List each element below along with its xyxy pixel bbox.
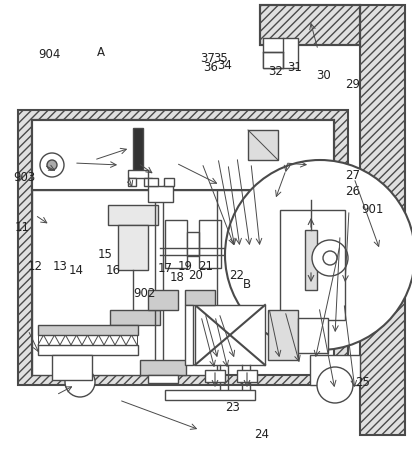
Bar: [187, 232, 199, 256]
Bar: [118, 225, 148, 270]
Bar: [263, 52, 283, 68]
Text: 32: 32: [269, 66, 283, 78]
Text: 13: 13: [52, 260, 67, 273]
Bar: [133, 128, 143, 173]
Bar: [199, 220, 221, 268]
Text: 20: 20: [188, 269, 203, 282]
Text: 36: 36: [203, 61, 218, 74]
Bar: [237, 370, 257, 382]
Text: 903: 903: [13, 171, 35, 184]
Circle shape: [225, 160, 412, 350]
Bar: [110, 310, 160, 325]
Text: 25: 25: [355, 376, 370, 389]
Bar: [52, 355, 92, 380]
Text: 24: 24: [254, 428, 269, 441]
Text: 12: 12: [28, 260, 42, 273]
Circle shape: [317, 367, 353, 403]
Bar: [205, 370, 225, 382]
Bar: [32, 120, 334, 190]
Text: 23: 23: [225, 401, 240, 414]
Text: 19: 19: [178, 260, 193, 273]
Bar: [165, 220, 187, 268]
Bar: [260, 5, 360, 45]
Text: A: A: [97, 46, 105, 59]
Text: 902: 902: [133, 287, 155, 300]
Bar: [38, 345, 138, 355]
Bar: [148, 186, 173, 202]
Text: 901: 901: [362, 203, 384, 216]
Text: 26: 26: [345, 185, 360, 197]
Bar: [185, 290, 215, 305]
Bar: [32, 120, 334, 375]
Bar: [148, 290, 178, 310]
Bar: [165, 220, 187, 268]
Bar: [148, 375, 178, 383]
Bar: [38, 325, 138, 335]
Text: 30: 30: [316, 69, 331, 81]
Circle shape: [262, 297, 278, 313]
Bar: [305, 230, 317, 290]
Text: 37: 37: [201, 52, 215, 65]
Text: 29: 29: [345, 78, 360, 91]
Text: 31: 31: [287, 61, 302, 74]
Text: 904: 904: [38, 48, 61, 61]
Text: 21: 21: [199, 260, 213, 273]
Bar: [165, 390, 255, 400]
Bar: [128, 170, 148, 178]
Bar: [360, 5, 405, 435]
Text: B: B: [243, 278, 251, 291]
Bar: [268, 310, 298, 360]
Bar: [144, 178, 152, 186]
Bar: [32, 120, 334, 190]
Text: 18: 18: [170, 271, 185, 284]
Bar: [32, 190, 217, 375]
Circle shape: [40, 153, 64, 177]
Text: 35: 35: [213, 52, 228, 65]
Text: 14: 14: [69, 264, 84, 277]
Bar: [310, 355, 360, 385]
Bar: [199, 220, 221, 268]
Bar: [280, 210, 345, 320]
Bar: [148, 178, 158, 186]
Bar: [128, 178, 136, 186]
Text: 17: 17: [157, 262, 172, 275]
Bar: [18, 110, 348, 385]
Circle shape: [323, 251, 337, 265]
Bar: [298, 318, 328, 353]
Circle shape: [47, 160, 57, 170]
Bar: [110, 325, 160, 340]
Text: 16: 16: [106, 264, 121, 277]
Bar: [185, 305, 193, 365]
Text: 27: 27: [345, 169, 360, 182]
Text: 34: 34: [217, 60, 232, 72]
Text: 11: 11: [15, 221, 30, 234]
Bar: [260, 5, 360, 45]
Bar: [108, 205, 158, 225]
Text: 22: 22: [229, 269, 244, 282]
Bar: [263, 38, 298, 68]
Circle shape: [65, 367, 95, 397]
Circle shape: [312, 240, 348, 276]
Bar: [248, 130, 278, 160]
Circle shape: [304, 269, 316, 281]
Bar: [140, 360, 186, 375]
Text: 15: 15: [98, 248, 112, 261]
Bar: [195, 305, 265, 365]
Bar: [164, 178, 174, 186]
